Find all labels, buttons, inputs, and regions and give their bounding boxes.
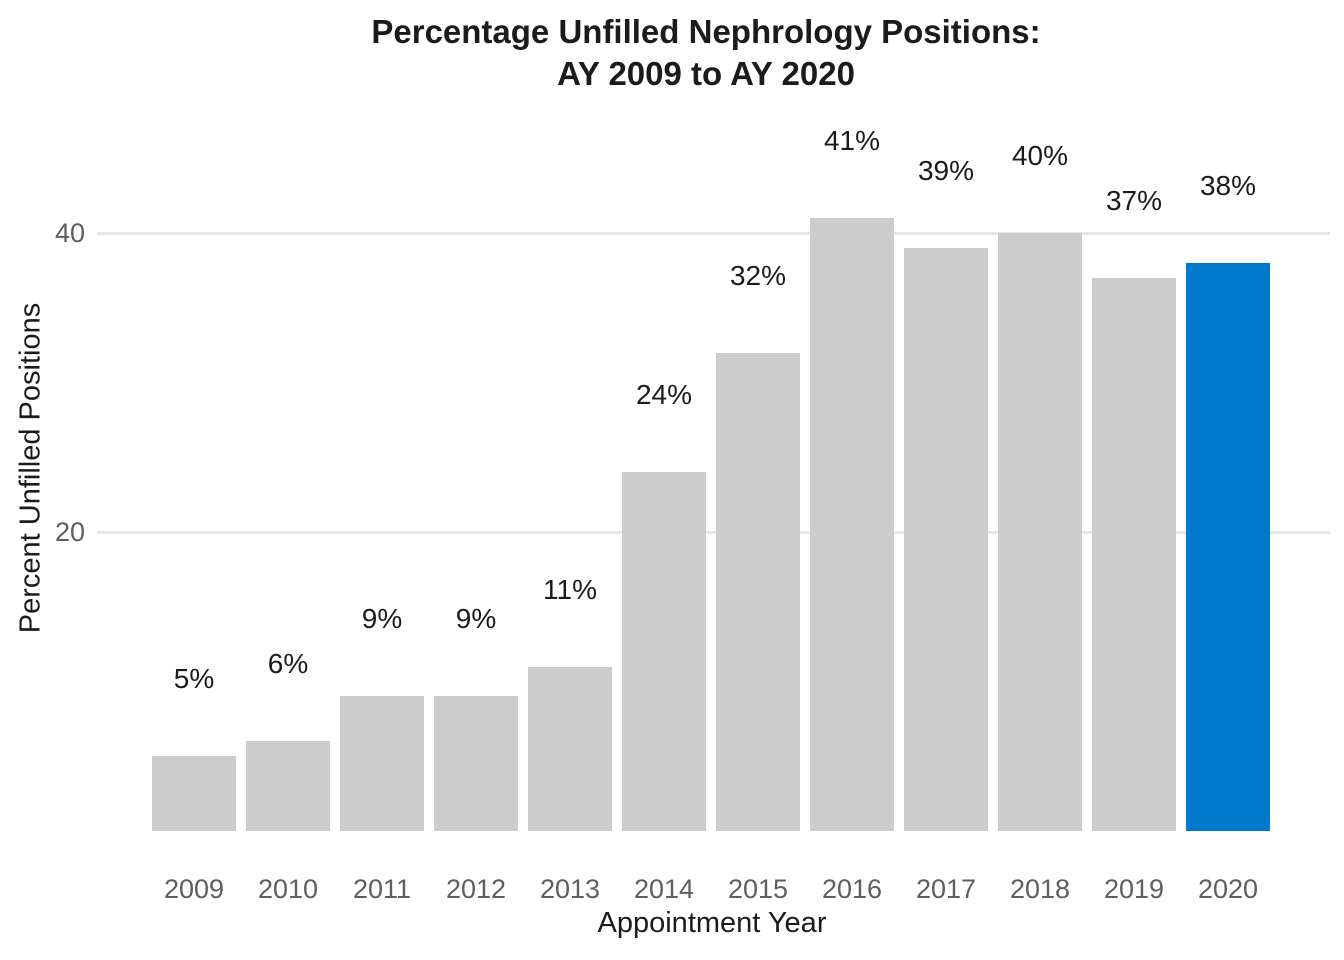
y-tick-label: 20 [54, 517, 85, 547]
bar-value-label: 6% [267, 648, 309, 679]
bar-value-label: 11% [543, 574, 597, 605]
bar-2017 [904, 248, 988, 831]
x-tick-label: 2020 [1197, 874, 1259, 904]
bar-2018 [998, 233, 1082, 831]
bar-value-label: 5% [173, 663, 215, 694]
bar-2016 [810, 218, 894, 831]
chart-title-line1: Percentage Unfilled Nephrology Positions… [371, 13, 1041, 50]
bar-value-label: 9% [455, 603, 497, 634]
bar-2013 [528, 667, 612, 831]
bar-2019 [1092, 278, 1176, 831]
x-tick-label: 2009 [163, 874, 225, 904]
x-tick-label: 2010 [257, 874, 319, 904]
x-tick-label: 2019 [1103, 874, 1165, 904]
x-tick-label: 2017 [915, 874, 977, 904]
chart-title: Percentage Unfilled Nephrology Positions… [68, 11, 1344, 95]
bar-2015 [716, 353, 800, 831]
x-tick-label: 2013 [539, 874, 601, 904]
x-tick-label: 2016 [821, 874, 883, 904]
bar-value-label: 39% [917, 155, 975, 186]
x-tick-label: 2015 [727, 874, 789, 904]
bar-2012 [434, 696, 518, 831]
y-tick-label: 40 [54, 218, 85, 248]
bar-value-label: 38% [1199, 170, 1257, 201]
bar-2009 [152, 756, 236, 831]
x-tick-label: 2011 [352, 874, 412, 904]
x-tick-label: 2018 [1009, 874, 1071, 904]
bar-value-label: 41% [823, 125, 881, 156]
bar-2020 [1186, 263, 1270, 831]
bar-2014 [622, 472, 706, 831]
bar-value-label: 32% [729, 260, 787, 291]
bar-2010 [246, 741, 330, 831]
x-tick-label: 2014 [633, 874, 695, 904]
bar-value-label: 37% [1105, 185, 1163, 216]
chart-title-line2: AY 2009 to AY 2020 [557, 55, 855, 92]
gridline-y40 [97, 232, 1330, 235]
bar-value-label: 24% [635, 379, 693, 410]
bar-value-label: 40% [1011, 140, 1069, 171]
gridline-y20 [97, 531, 1330, 534]
x-tick-label: 2012 [445, 874, 507, 904]
bar-2011 [340, 696, 424, 831]
x-axis-title: Appointment Year [597, 907, 827, 939]
bar-value-label: 9% [361, 603, 403, 634]
